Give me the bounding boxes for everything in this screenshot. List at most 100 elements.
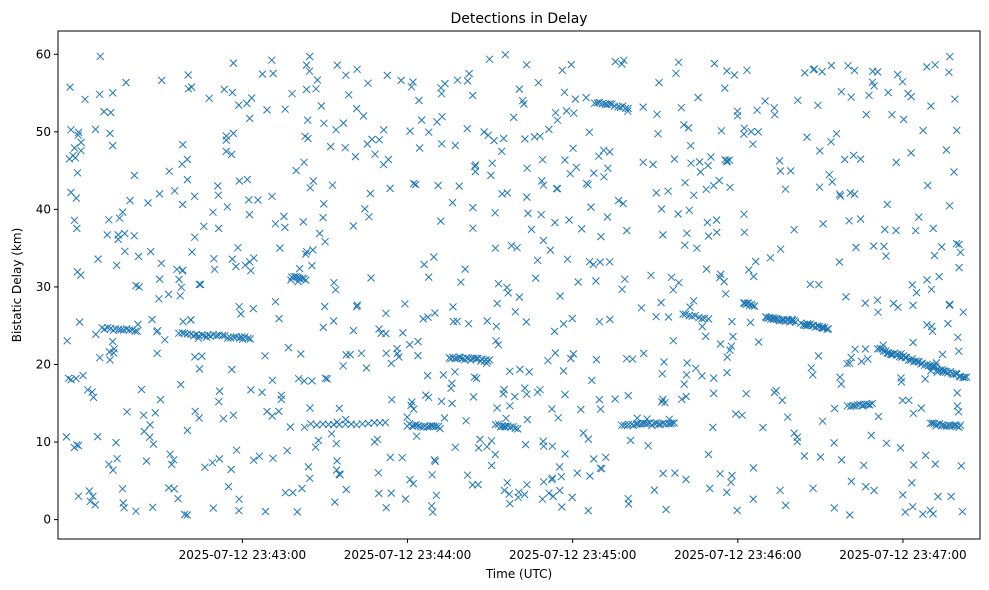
data-point xyxy=(908,281,917,289)
data-point xyxy=(474,444,483,452)
data-point xyxy=(597,232,605,241)
data-point xyxy=(896,444,905,452)
data-point xyxy=(506,401,514,410)
data-point xyxy=(952,239,961,248)
data-point xyxy=(624,391,633,400)
data-point xyxy=(448,198,457,207)
data-point xyxy=(659,395,667,404)
data-point xyxy=(79,371,87,380)
data-point xyxy=(366,189,375,198)
data-point xyxy=(657,298,665,307)
data-point xyxy=(241,261,250,270)
data-point xyxy=(74,492,83,501)
data-point xyxy=(132,281,140,290)
data-point xyxy=(429,253,438,261)
data-point xyxy=(572,163,581,172)
data-point xyxy=(109,349,118,357)
data-point xyxy=(514,493,523,502)
data-point xyxy=(295,264,304,273)
data-point xyxy=(283,446,292,455)
data-point xyxy=(849,401,857,410)
y-tick-label: 30 xyxy=(36,280,51,294)
data-point xyxy=(669,285,678,294)
data-point xyxy=(126,196,134,205)
data-point xyxy=(620,275,629,284)
data-point xyxy=(652,189,661,197)
data-point xyxy=(157,259,166,268)
data-point xyxy=(688,312,696,321)
x-tick-label: 2025-07-12 23:44:00 xyxy=(344,548,471,562)
data-point xyxy=(183,511,192,519)
data-point xyxy=(463,77,472,85)
data-point xyxy=(485,55,494,64)
data-point xyxy=(861,482,870,491)
data-point xyxy=(470,354,479,363)
data-point xyxy=(293,508,302,516)
data-point xyxy=(503,478,512,487)
data-point xyxy=(775,157,784,165)
data-point xyxy=(939,366,947,375)
data-point xyxy=(451,141,460,150)
data-point xyxy=(781,501,790,510)
data-point xyxy=(483,442,491,451)
data-point xyxy=(88,388,96,396)
data-point xyxy=(716,340,725,348)
data-point xyxy=(436,424,444,433)
data-point xyxy=(614,196,623,205)
data-point xyxy=(904,89,912,98)
data-point xyxy=(237,310,245,318)
data-point xyxy=(776,245,785,254)
data-point xyxy=(888,110,896,119)
data-point xyxy=(584,435,593,443)
data-point xyxy=(776,167,785,175)
data-point xyxy=(539,477,548,486)
data-point xyxy=(914,213,923,221)
data-point xyxy=(687,159,695,168)
data-point xyxy=(505,490,514,498)
data-point xyxy=(863,355,872,363)
data-point xyxy=(584,180,592,189)
data-point xyxy=(332,125,340,134)
data-point xyxy=(844,61,852,70)
data-point xyxy=(269,69,278,78)
data-point xyxy=(577,225,586,233)
data-point xyxy=(209,504,218,512)
data-point xyxy=(108,141,117,150)
data-point xyxy=(868,67,877,76)
data-point xyxy=(955,240,963,249)
data-point xyxy=(592,277,600,285)
data-point xyxy=(567,60,576,69)
data-point xyxy=(650,486,659,494)
data-point xyxy=(569,109,578,118)
data-point xyxy=(471,160,480,169)
data-point xyxy=(331,498,339,506)
data-point xyxy=(164,484,173,492)
data-point xyxy=(605,148,614,156)
data-point xyxy=(740,210,748,219)
data-point xyxy=(409,78,417,86)
data-point xyxy=(960,373,969,382)
data-point xyxy=(619,56,628,65)
data-point xyxy=(815,183,824,192)
data-point xyxy=(300,158,308,167)
data-point xyxy=(904,396,913,405)
data-point xyxy=(551,108,560,117)
data-point xyxy=(245,210,254,219)
data-point xyxy=(165,167,174,176)
data-point xyxy=(776,486,784,495)
data-point xyxy=(415,96,423,105)
data-point xyxy=(195,365,204,373)
data-point xyxy=(491,420,500,429)
data-point xyxy=(247,386,255,394)
data-point xyxy=(220,85,229,94)
data-point xyxy=(275,314,283,323)
data-point xyxy=(823,325,831,334)
data-point xyxy=(703,218,712,227)
data-point xyxy=(81,95,89,104)
data-point xyxy=(599,146,608,155)
data-point xyxy=(488,159,497,168)
data-point xyxy=(723,368,731,377)
data-point xyxy=(155,294,163,303)
data-point xyxy=(717,126,726,135)
data-point xyxy=(954,333,962,342)
